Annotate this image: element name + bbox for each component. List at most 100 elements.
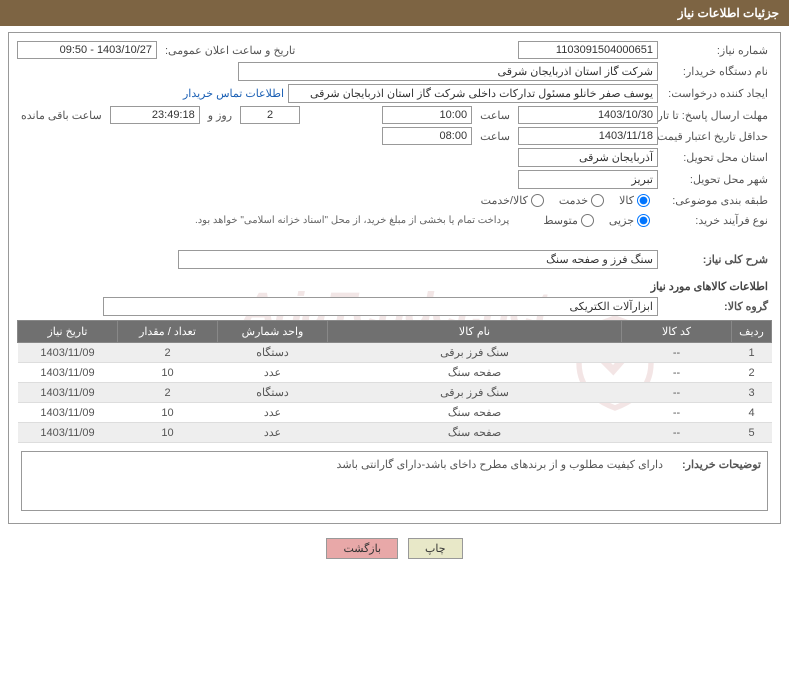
field-province: آذربایجان شرقی xyxy=(518,148,658,167)
main-panel: AriaTender.net شماره نیاز: 1103091504000… xyxy=(8,32,781,524)
label-announce: تاریخ و ساعت اعلان عمومی: xyxy=(161,42,299,59)
table-row: 5--صفحه سنگعدد101403/11/09 xyxy=(18,423,772,443)
cell-qty: 10 xyxy=(118,403,218,423)
row-overall: شرح کلی نیاز: سنگ فرز و صفحه سنگ xyxy=(17,250,772,269)
th-code: کد کالا xyxy=(622,321,732,343)
radio-medium-label: متوسط xyxy=(543,214,578,227)
cell-date: 1403/11/09 xyxy=(18,343,118,363)
cell-code: -- xyxy=(622,383,732,403)
cell-idx: 1 xyxy=(732,343,772,363)
print-button[interactable]: چاپ xyxy=(408,538,463,559)
label-process: نوع فرآیند خرید: xyxy=(662,212,772,229)
radio-medium[interactable]: متوسط xyxy=(543,214,594,227)
cell-qty: 10 xyxy=(118,423,218,443)
label-goods-group: گروه کالا: xyxy=(662,298,772,315)
radio-goods[interactable]: کالا xyxy=(619,194,650,207)
cell-unit: دستگاه xyxy=(218,343,328,363)
section-goods-info: اطلاعات کالاهای مورد نیاز xyxy=(17,272,772,297)
field-validity-date: 1403/11/18 xyxy=(518,127,658,145)
radio-service-input[interactable] xyxy=(591,194,604,207)
row-need-number: شماره نیاز: 1103091504000651 تاریخ و ساع… xyxy=(17,41,772,59)
cell-idx: 4 xyxy=(732,403,772,423)
goods-table: ردیف کد کالا نام کالا واحد شمارش تعداد /… xyxy=(17,320,772,443)
row-province: استان محل تحویل: آذربایجان شرقی xyxy=(17,148,772,167)
back-button[interactable]: بازگشت xyxy=(326,538,398,559)
row-process: نوع فرآیند خرید: جزیی متوسط پرداخت تمام … xyxy=(17,212,772,229)
table-row: 4--صفحه سنگعدد101403/11/09 xyxy=(18,403,772,423)
radio-service-label: خدمت xyxy=(559,194,588,207)
label-days-and: روز و xyxy=(204,107,236,124)
field-announce: 1403/10/27 - 09:50 xyxy=(17,41,157,59)
radio-small-input[interactable] xyxy=(637,214,650,227)
radio-both-label: کالا/خدمت xyxy=(481,194,528,207)
row-buyer-org: نام دستگاه خریدار: شرکت گاز استان اذربای… xyxy=(17,62,772,81)
cell-code: -- xyxy=(622,403,732,423)
radio-goods-input[interactable] xyxy=(637,194,650,207)
cell-unit: عدد xyxy=(218,403,328,423)
label-province: استان محل تحویل: xyxy=(662,149,772,166)
row-category: طبقه بندی موضوعی: کالا خدمت کالا/خدمت xyxy=(17,192,772,209)
cell-code: -- xyxy=(622,343,732,363)
field-validity-time: 08:00 xyxy=(382,127,472,145)
cell-qty: 2 xyxy=(118,343,218,363)
cell-qty: 10 xyxy=(118,363,218,383)
cell-date: 1403/11/09 xyxy=(18,363,118,383)
label-need-no: شماره نیاز: xyxy=(662,42,772,59)
cell-date: 1403/11/09 xyxy=(18,423,118,443)
field-days-left: 2 xyxy=(240,106,300,124)
field-deadline-time: 10:00 xyxy=(382,106,472,124)
field-goods-group: ابزارآلات الکتریکی xyxy=(103,297,658,316)
cell-name: صفحه سنگ xyxy=(328,423,622,443)
cell-date: 1403/11/09 xyxy=(18,403,118,423)
payment-note: پرداخت تمام یا بخشی از مبلغ خرید، از محل… xyxy=(195,215,509,226)
radio-both-input[interactable] xyxy=(531,194,544,207)
radio-small[interactable]: جزیی xyxy=(609,214,650,227)
radio-medium-input[interactable] xyxy=(581,214,594,227)
cell-name: صفحه سنگ xyxy=(328,363,622,383)
buyer-description-box: توضیحات خریدار: دارای کیفیت مطلوب و از ب… xyxy=(21,451,768,511)
label-overall: شرح کلی نیاز: xyxy=(662,251,772,268)
label-requester: ایجاد کننده درخواست: xyxy=(662,85,772,102)
label-city: شهر محل تحویل: xyxy=(662,171,772,188)
cell-qty: 2 xyxy=(118,383,218,403)
cell-name: سنگ فرز برقی xyxy=(328,343,622,363)
field-deadline-date: 1403/10/30 xyxy=(518,106,658,124)
cell-unit: عدد xyxy=(218,423,328,443)
label-hour-2: ساعت xyxy=(476,128,514,145)
th-unit: واحد شمارش xyxy=(218,321,328,343)
cell-idx: 5 xyxy=(732,423,772,443)
radio-small-label: جزیی xyxy=(609,214,634,227)
label-buyer-org: نام دستگاه خریدار: xyxy=(662,63,772,80)
table-row: 3--سنگ فرز برقیدستگاه21403/11/09 xyxy=(18,383,772,403)
radio-service[interactable]: خدمت xyxy=(559,194,604,207)
row-validity: حداقل تاریخ اعتبار قیمت: تا تاریخ: 1403/… xyxy=(17,127,772,145)
th-name: نام کالا xyxy=(328,321,622,343)
label-deadline: مهلت ارسال پاسخ: تا تاریخ: xyxy=(662,107,772,124)
label-remaining: ساعت باقی مانده xyxy=(17,107,106,124)
table-row: 1--سنگ فرز برقیدستگاه21403/11/09 xyxy=(18,343,772,363)
cell-name: سنگ فرز برقی xyxy=(328,383,622,403)
label-hour-1: ساعت xyxy=(476,107,514,124)
field-buyer-desc: دارای کیفیت مطلوب و از برندهای مطرح داخا… xyxy=(28,458,671,504)
row-deadline: مهلت ارسال پاسخ: تا تاریخ: 1403/10/30 سا… xyxy=(17,106,772,124)
table-row: 2--صفحه سنگعدد101403/11/09 xyxy=(18,363,772,383)
page-header: جزئیات اطلاعات نیاز xyxy=(0,0,789,26)
row-city: شهر محل تحویل: تبریز xyxy=(17,170,772,189)
field-need-no: 1103091504000651 xyxy=(518,41,658,59)
th-date: تاریخ نیاز xyxy=(18,321,118,343)
field-requester: یوسف صفر خانلو مسئول تدارکات داخلی شرکت … xyxy=(288,84,658,103)
radio-goods-label: کالا xyxy=(619,194,634,207)
label-validity: حداقل تاریخ اعتبار قیمت: تا تاریخ: xyxy=(662,128,772,145)
cell-unit: عدد xyxy=(218,363,328,383)
link-buyer-contact[interactable]: اطلاعات تماس خریدار xyxy=(183,87,284,100)
cell-unit: دستگاه xyxy=(218,383,328,403)
radio-both[interactable]: کالا/خدمت xyxy=(481,194,544,207)
cell-code: -- xyxy=(622,423,732,443)
th-qty: تعداد / مقدار xyxy=(118,321,218,343)
cell-idx: 3 xyxy=(732,383,772,403)
footer-buttons: چاپ بازگشت xyxy=(0,530,789,571)
label-buyer-desc: توضیحات خریدار: xyxy=(671,458,761,504)
row-goods-group: گروه کالا: ابزارآلات الکتریکی xyxy=(17,297,772,316)
cell-code: -- xyxy=(622,363,732,383)
field-overall: سنگ فرز و صفحه سنگ xyxy=(178,250,658,269)
